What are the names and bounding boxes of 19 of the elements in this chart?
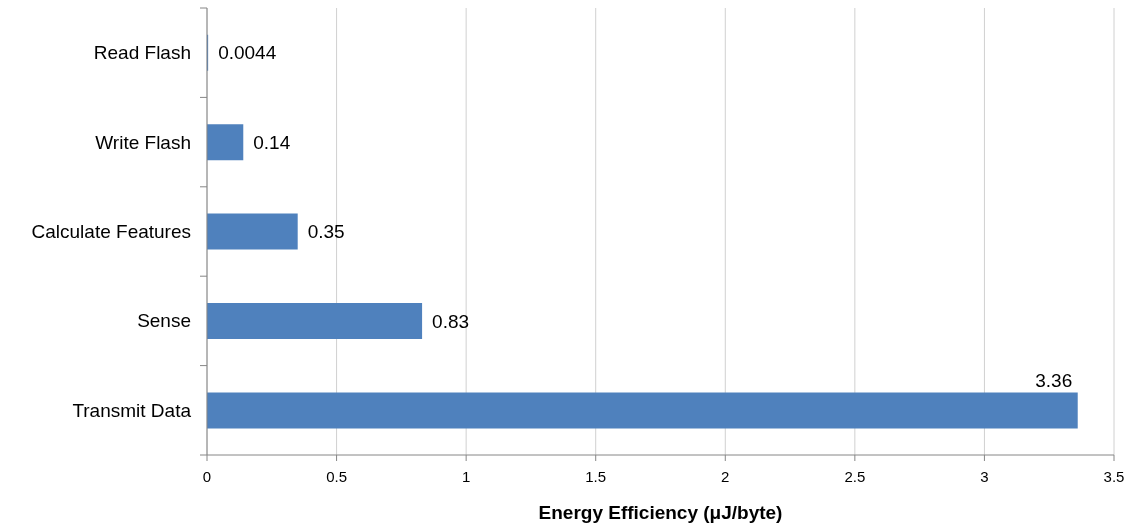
data-label: 0.0044 xyxy=(218,42,277,64)
data-label: 3.36 xyxy=(1035,370,1073,392)
y-tick-label: Write Flash xyxy=(95,131,191,153)
x-tick-label: 0.5 xyxy=(326,467,347,485)
data-label: 0.83 xyxy=(432,310,470,332)
data-label: 0.14 xyxy=(253,131,291,153)
y-tick-label: Read Flash xyxy=(93,42,191,64)
x-tick-label: 1 xyxy=(461,467,471,485)
x-axis-title: Energy Efficiency (μJ/byte) xyxy=(538,502,783,523)
x-tick-label: 1.5 xyxy=(585,467,607,485)
x-tick-label: 2.5 xyxy=(844,467,866,485)
y-tick-label: Transmit Data xyxy=(72,399,192,421)
x-tick-label: 3 xyxy=(980,467,989,485)
y-tick-label: Sense xyxy=(137,310,191,332)
y-tick-label: Calculate Features xyxy=(31,221,191,242)
x-tick-label: 3.5 xyxy=(1103,467,1125,485)
x-tick-label: 2 xyxy=(721,467,730,485)
x-tick-label: 0 xyxy=(202,467,212,485)
data-label: 0.35 xyxy=(307,221,345,243)
